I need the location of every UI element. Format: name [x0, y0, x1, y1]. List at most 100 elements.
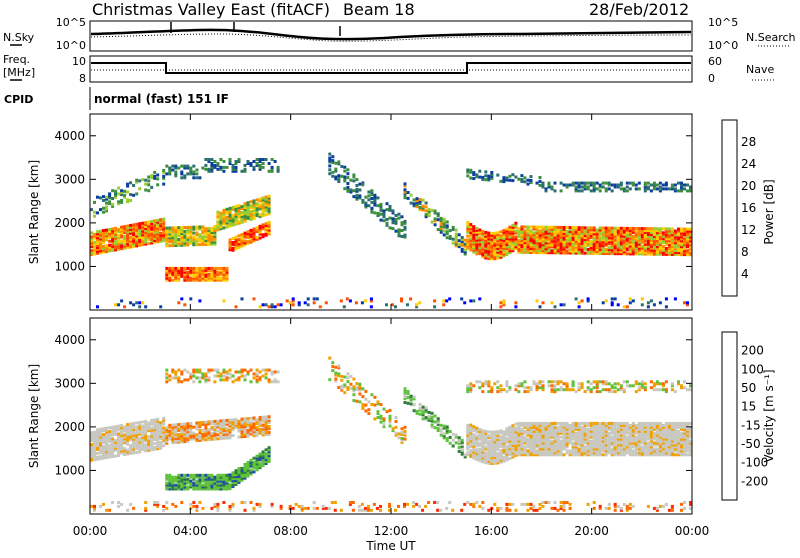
power-cell — [129, 224, 132, 227]
velocity-cell — [401, 427, 404, 430]
power-cell — [466, 169, 469, 172]
velocity-cell — [259, 462, 262, 465]
power-cell — [662, 231, 665, 234]
velocity-cell — [271, 380, 274, 383]
power-cell — [325, 301, 328, 304]
velocity-cell — [626, 422, 629, 425]
power-cell — [398, 217, 401, 220]
power-cell — [168, 227, 171, 230]
velocity-cell — [557, 426, 560, 429]
power-cell — [656, 187, 659, 190]
power-cell — [204, 227, 207, 230]
power-cell — [150, 220, 153, 223]
power-cell — [575, 186, 578, 189]
velocity-cell — [536, 422, 539, 425]
power-cell — [108, 200, 111, 203]
velocity-cell — [632, 422, 635, 425]
velocity-cell — [364, 404, 367, 407]
velocity-cell — [271, 371, 274, 374]
power-cell — [259, 213, 262, 216]
power-cell — [102, 207, 105, 210]
power-cell — [262, 233, 265, 236]
velocity-cell — [247, 371, 250, 374]
velocity-cell — [150, 427, 153, 430]
noise-tick-bottom-right: 10^0 — [708, 39, 738, 52]
power-cell — [466, 235, 469, 238]
velocity-cell — [608, 432, 611, 435]
power-cell — [632, 227, 635, 230]
power-cell — [514, 222, 517, 225]
velocity-cell — [449, 430, 452, 433]
velocity-cell — [614, 422, 617, 425]
velocity-cell — [153, 418, 156, 421]
power-cell — [150, 186, 153, 189]
velocity-cell — [389, 415, 392, 418]
power-cell — [204, 158, 207, 161]
power-cell — [355, 188, 358, 191]
power-cell — [361, 199, 364, 202]
velocity-cell — [216, 375, 219, 378]
velocity-cell — [632, 449, 635, 452]
power-cell — [472, 225, 475, 228]
velocity-cell — [377, 400, 380, 403]
power-cell — [425, 205, 428, 208]
power-cell — [265, 196, 268, 199]
power-cell — [102, 229, 105, 232]
power-cell — [156, 219, 159, 222]
velocity-cell — [653, 442, 656, 445]
power-cell — [162, 169, 165, 172]
velocity-cell — [219, 435, 222, 438]
velocity-cell — [358, 400, 361, 403]
power-cell — [484, 178, 487, 181]
power-cell — [204, 267, 207, 270]
power-cell — [105, 244, 108, 247]
power-cell — [219, 212, 222, 215]
power-cell — [632, 235, 635, 238]
power-cell — [129, 301, 132, 304]
power-cell — [370, 297, 373, 300]
velocity-cell — [238, 376, 241, 379]
velocity-cell — [419, 413, 422, 416]
power-cell — [383, 219, 386, 222]
power-cell — [533, 231, 536, 234]
power-cell — [135, 192, 138, 195]
power-cell — [514, 236, 517, 239]
power-cell — [514, 305, 517, 308]
velocity-cell — [505, 437, 508, 440]
power-cell — [174, 267, 177, 270]
power-cell — [201, 235, 204, 238]
power-cell — [262, 197, 265, 200]
power-cell — [105, 206, 108, 209]
velocity-cell — [262, 369, 265, 372]
power-cell — [665, 187, 668, 190]
power-cell — [554, 305, 557, 308]
velocity-cell — [180, 371, 183, 374]
power-cell — [108, 192, 111, 195]
power-cell — [662, 184, 665, 187]
velocity-cell — [644, 422, 647, 425]
power-cell — [346, 176, 349, 179]
power-cell — [349, 299, 352, 302]
power-cell — [659, 227, 662, 230]
power-cell — [210, 227, 213, 230]
power-cell — [93, 241, 96, 244]
power-cell — [159, 218, 162, 221]
power-cell — [584, 182, 587, 185]
velocity-cell — [111, 426, 114, 429]
power-cell — [250, 200, 253, 203]
velocity-cell — [259, 371, 262, 374]
power-cell — [256, 198, 259, 201]
noise-tick-top-right: 10^5 — [708, 16, 738, 29]
power-cell — [386, 202, 389, 205]
velocity-cell — [141, 420, 144, 423]
power-cell — [241, 297, 244, 300]
power-cell — [171, 165, 174, 168]
velocity-cell — [404, 430, 407, 433]
power-cell — [147, 176, 150, 179]
power-y-tick-label: 4000 — [54, 129, 85, 143]
power-cell — [256, 226, 259, 229]
velocity-cell — [183, 369, 186, 372]
power-cell — [123, 190, 126, 193]
power-cell — [271, 166, 274, 169]
power-cell — [380, 219, 383, 222]
